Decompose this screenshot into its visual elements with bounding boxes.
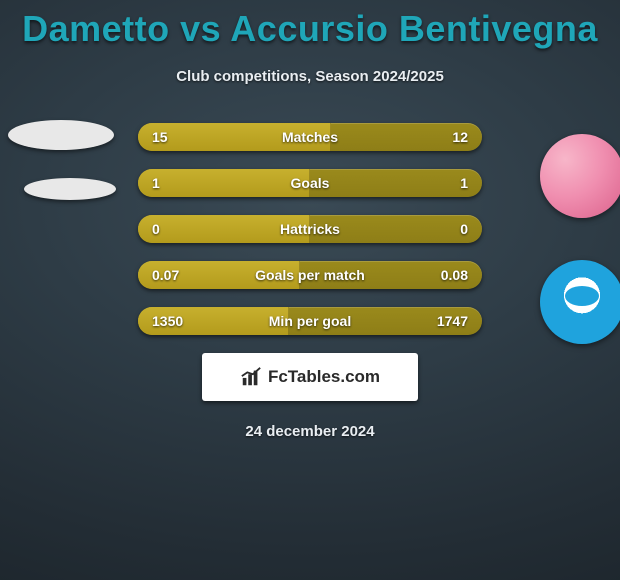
stat-bar: 0.07Goals per match0.08 <box>138 261 482 289</box>
stat-left-value: 0 <box>152 221 206 237</box>
stat-label: Goals per match <box>206 267 414 283</box>
stat-bar-row: 0.07Goals per match0.08 <box>138 261 482 289</box>
stat-bar: 1Goals1 <box>138 169 482 197</box>
stat-label: Goals <box>206 175 414 191</box>
brand-box[interactable]: FcTables.com <box>202 353 418 401</box>
stat-right-value: 1 <box>414 175 468 191</box>
stat-right-value: 12 <box>414 129 468 145</box>
stat-bar-row: 1Goals1 <box>138 169 482 197</box>
player2-avatar <box>540 134 620 218</box>
stat-bar: 15Matches12 <box>138 123 482 151</box>
stat-left-value: 0.07 <box>152 267 206 283</box>
stat-bar-row: 1350Min per goal1747 <box>138 307 482 335</box>
stat-bar-row: 15Matches12 <box>138 123 482 151</box>
subtitle: Club competitions, Season 2024/2025 <box>0 68 620 85</box>
stat-label: Matches <box>206 129 414 145</box>
date-label: 24 december 2024 <box>0 423 620 440</box>
stat-label: Min per goal <box>206 313 414 329</box>
player1-avatar <box>8 120 114 150</box>
stats-bars: 15Matches12 1Goals1 0Hattricks0 0.07Goals p… <box>138 123 482 335</box>
stat-left-value: 15 <box>152 129 206 145</box>
stat-label: Hattricks <box>206 221 414 237</box>
stat-bar: 0Hattricks0 <box>138 215 482 243</box>
stat-right-value: 0.08 <box>414 267 468 283</box>
stat-right-value: 0 <box>414 221 468 237</box>
page-title: Dametto vs Accursio Bentivegna <box>0 8 620 50</box>
chart-icon <box>240 366 262 388</box>
stat-bar-row: 0Hattricks0 <box>138 215 482 243</box>
brand-label: FcTables.com <box>268 367 380 387</box>
stat-right-value: 1747 <box>414 313 468 329</box>
player1-club-avatar <box>24 178 116 200</box>
player2-club-avatar <box>540 260 620 344</box>
stat-left-value: 1 <box>152 175 206 191</box>
stat-left-value: 1350 <box>152 313 206 329</box>
stat-bar: 1350Min per goal1747 <box>138 307 482 335</box>
